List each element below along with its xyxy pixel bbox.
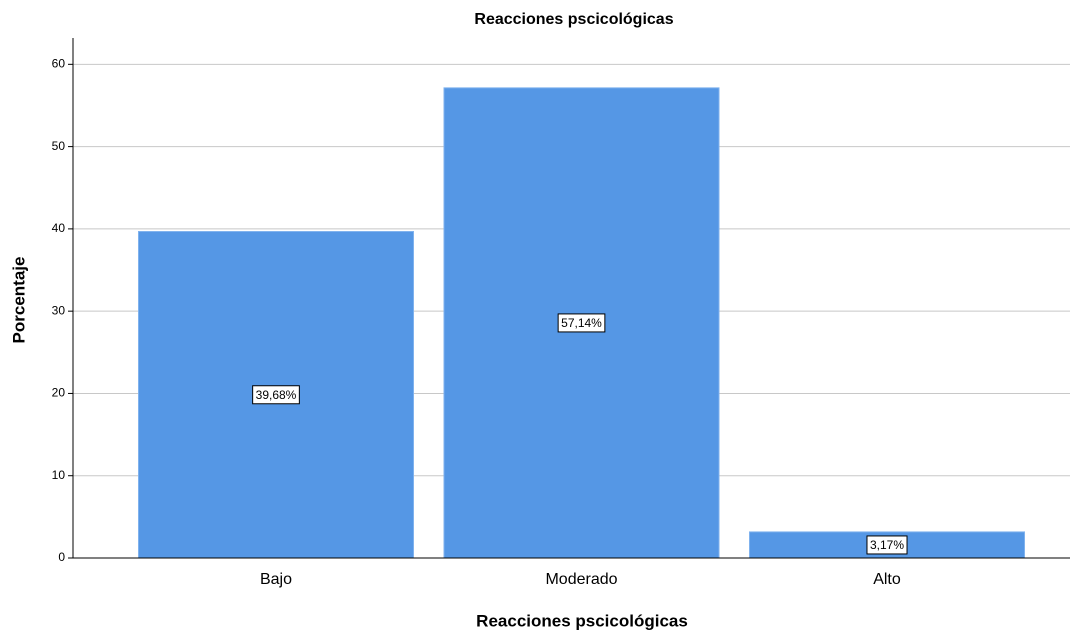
- x-tick-label: Alto: [873, 571, 901, 588]
- y-axis-label: Porcentaje: [9, 257, 28, 344]
- value-label: 39,68%: [256, 388, 297, 402]
- y-tick-label: 60: [52, 57, 66, 71]
- y-tick-label: 10: [52, 468, 66, 482]
- x-axis-label: Reacciones pscicológicas: [476, 611, 688, 630]
- value-label: 3,17%: [870, 538, 904, 552]
- value-label-box: [557, 313, 606, 333]
- y-tick-label: 0: [58, 550, 65, 564]
- y-tick-label: 20: [52, 386, 66, 400]
- y-tick-label: 30: [52, 303, 66, 317]
- y-tick-label: 40: [52, 221, 66, 235]
- chart-title: Reacciones pscicológicas: [474, 11, 673, 28]
- value-label: 57,14%: [561, 316, 602, 330]
- y-tick-label: 50: [52, 139, 66, 153]
- x-tick-label: Moderado: [545, 571, 617, 588]
- x-tick-label: Bajo: [260, 571, 292, 588]
- value-label-box: [252, 385, 300, 405]
- value-label-box: [866, 535, 908, 555]
